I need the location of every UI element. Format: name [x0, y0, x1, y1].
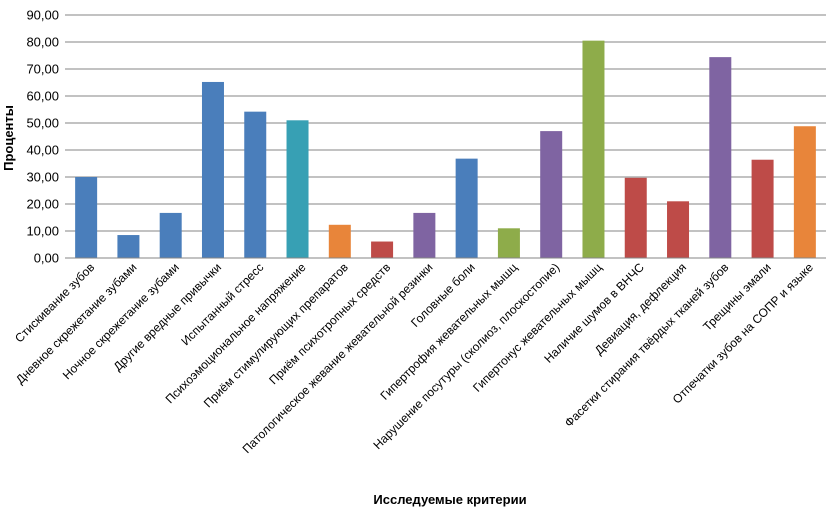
y-tick-label: 20,00 [26, 197, 59, 212]
bar [793, 126, 816, 259]
y-tick-label: 60,00 [26, 89, 59, 104]
bar [371, 241, 394, 258]
x-tick-label: Стискивание зубов [12, 260, 97, 345]
bar [244, 111, 267, 258]
y-tick-labels: 0,00 10,00 20,00 30,00 40,00 50,00 60,00 70,00 8… [26, 8, 59, 266]
y-tick-label: 50,00 [26, 116, 59, 131]
bar [751, 159, 774, 258]
bar [286, 120, 309, 258]
bar [75, 177, 98, 258]
bar [201, 81, 224, 259]
bar [159, 212, 182, 258]
bar [413, 212, 436, 258]
y-tick-label: 10,00 [26, 224, 59, 239]
bar [328, 224, 351, 258]
y-tick-label: 30,00 [26, 170, 59, 185]
x-axis-title: Исследуемые критерии [373, 492, 526, 507]
y-tick-label: 0,00 [34, 251, 59, 266]
bars [75, 40, 816, 259]
y-axis-title: Проценты [1, 105, 16, 171]
bar [709, 57, 732, 259]
bar [667, 201, 690, 258]
gridlines [65, 14, 826, 232]
bar [624, 177, 647, 258]
bar [582, 40, 605, 259]
bar [455, 158, 478, 258]
y-tick-label: 90,00 [26, 8, 59, 23]
bar [540, 131, 563, 258]
x-tick-label: Испытанный стресс [178, 260, 266, 348]
y-tick-label: 70,00 [26, 62, 59, 77]
y-tick-label: 80,00 [26, 35, 59, 50]
bar [117, 235, 140, 258]
bar [497, 228, 520, 258]
y-tick-label: 40,00 [26, 143, 59, 158]
